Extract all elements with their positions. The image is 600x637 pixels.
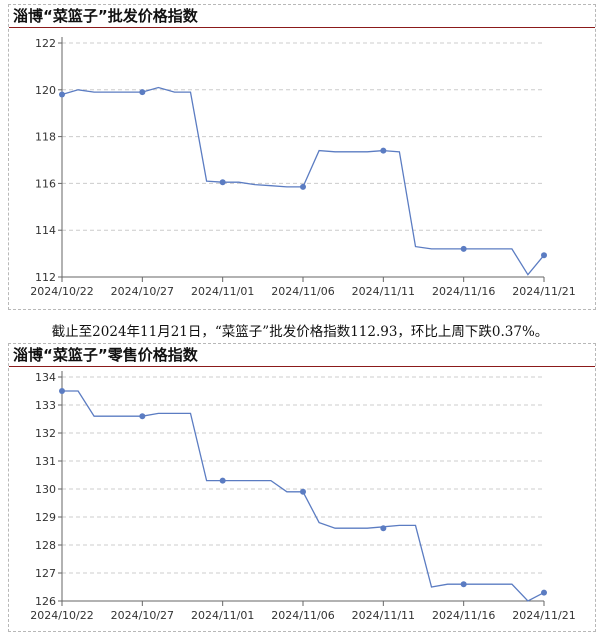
wholesale-data-point (59, 91, 65, 98)
wholesale-ytick-label: 116 (35, 177, 56, 190)
wholesale-series-line (61, 86, 545, 276)
retail-price-chart: 126 127 128 129 130 131 132 133 134 2024/10/22 202… (30, 371, 576, 622)
summary-caption: 截止至2024年11月21日，“菜篮子”批发价格指数112.93，环比上周下跌0… (51, 324, 549, 340)
wholesale-xtick-label: 2024/10/27 (111, 285, 174, 298)
wholesale-ytick-label: 122 (35, 37, 56, 50)
wholesale-data-point (541, 252, 547, 259)
retail-ytick-label: 128 (35, 539, 56, 552)
wholesale-data-point (139, 89, 146, 96)
wholesale-title-rule (9, 27, 595, 28)
retail-title-rule (9, 366, 595, 367)
wholesale-xtick-label: 2024/11/01 (191, 285, 254, 298)
retail-xtick-label: 2024/10/27 (111, 609, 174, 622)
wholesale-chart-title: 淄博“菜篮子”批发价格指数 (13, 7, 198, 25)
wholesale-chart-panel: 淄博“菜篮子”批发价格指数 (8, 4, 596, 310)
retail-series-line (62, 390, 545, 602)
retail-ytick-label: 133 (35, 399, 56, 412)
retail-data-point (300, 488, 306, 495)
retail-xtick-label: 2024/11/06 (271, 609, 334, 622)
retail-ytick-label: 127 (35, 567, 56, 580)
wholesale-ytick-label: 114 (35, 224, 56, 237)
wholesale-xtick-label: 2024/10/22 (30, 285, 93, 298)
retail-xtick-label: 2024/11/21 (512, 609, 575, 622)
retail-data-point (59, 388, 65, 394)
wholesale-xtick-label: 2024/11/11 (352, 285, 415, 298)
retail-data-point (219, 477, 226, 484)
retail-xtick-label: 2024/11/01 (191, 609, 254, 622)
retail-ytick-label: 130 (35, 483, 56, 496)
wholesale-ytick-label: 120 (35, 84, 56, 97)
wholesale-price-chart: 112 114 116 118 120 122 2024/10/22 2024/10/27 20… (30, 37, 576, 298)
retail-ytick-label: 134 (35, 371, 56, 384)
retail-data-point (541, 589, 547, 596)
wholesale-ytick-label: 112 (35, 271, 56, 284)
retail-data-point (139, 413, 146, 420)
wholesale-xtick-label: 2024/11/06 (271, 285, 334, 298)
retail-ytick-label: 132 (35, 427, 56, 440)
retail-data-point (460, 581, 467, 588)
retail-data-point (380, 525, 387, 532)
retail-ytick-label: 129 (35, 511, 56, 524)
wholesale-data-point (300, 183, 306, 190)
retail-xtick-label: 2024/10/22 (30, 609, 93, 622)
retail-chart-panel: 淄博“菜篮子”零售价格指数 (8, 343, 596, 632)
wholesale-data-point (219, 179, 226, 186)
retail-chart-title: 淄博“菜篮子”零售价格指数 (13, 346, 198, 364)
retail-ytick-label: 126 (35, 595, 56, 608)
wholesale-xtick-label: 2024/11/21 (512, 285, 575, 298)
wholesale-data-point (460, 245, 467, 252)
wholesale-xtick-label: 2024/11/16 (432, 285, 495, 298)
retail-ytick-label: 131 (35, 455, 56, 468)
retail-xtick-label: 2024/11/11 (352, 609, 415, 622)
wholesale-ytick-label: 118 (35, 131, 56, 144)
retail-xtick-label: 2024/11/16 (432, 609, 495, 622)
wholesale-data-point (380, 147, 387, 154)
